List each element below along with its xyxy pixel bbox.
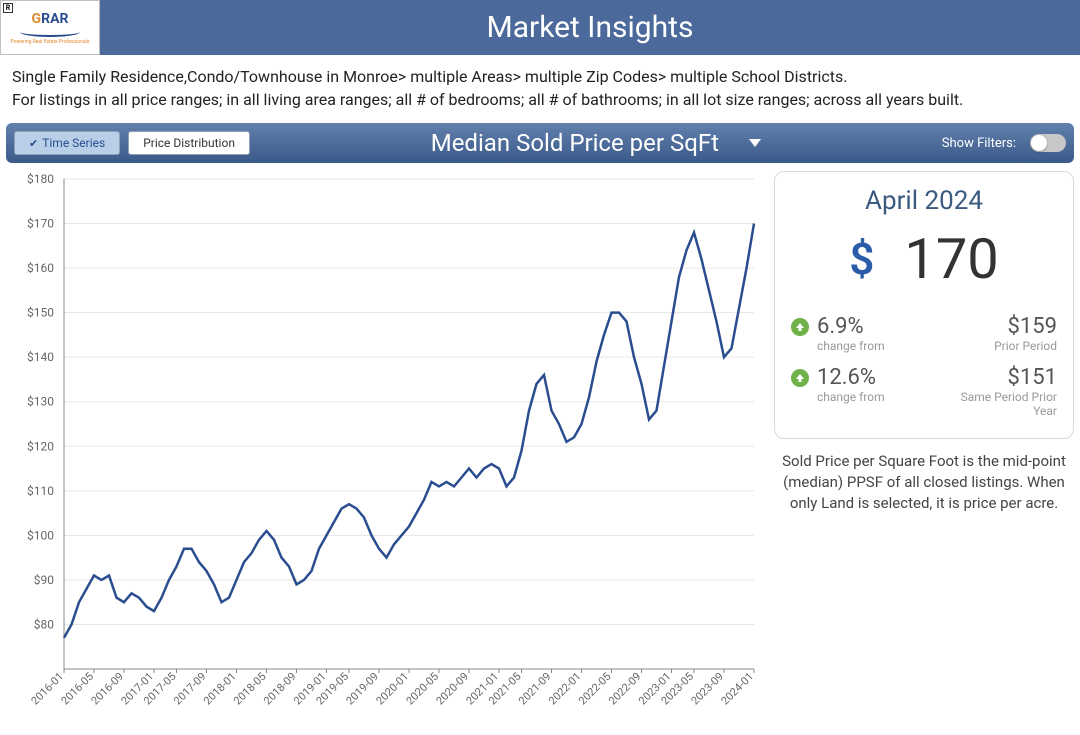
- svg-text:$90: $90: [34, 573, 54, 587]
- svg-text:$120: $120: [27, 439, 54, 453]
- change-percent: 12.6%: [817, 365, 939, 390]
- svg-text:2017-09: 2017-09: [171, 670, 209, 708]
- change-percent: 6.9%: [817, 314, 939, 339]
- svg-text:$100: $100: [27, 528, 54, 542]
- logo-swoosh-icon: [20, 27, 80, 37]
- svg-text:2019-09: 2019-09: [344, 670, 382, 708]
- summary-value-row: $ 170: [791, 226, 1057, 292]
- prior-year-value: $151: [947, 365, 1057, 390]
- svg-text:$80: $80: [34, 617, 54, 631]
- svg-text:2022-09: 2022-09: [606, 670, 644, 708]
- svg-text:2018-09: 2018-09: [261, 670, 299, 708]
- svg-text:2020-05: 2020-05: [404, 670, 442, 708]
- change-label: change from: [817, 390, 939, 404]
- svg-text:$180: $180: [27, 172, 54, 186]
- show-filters-toggle[interactable]: [1030, 134, 1066, 152]
- svg-text:$110: $110: [27, 484, 54, 498]
- toggle-knob: [1031, 135, 1047, 151]
- metric-title-text: Median Sold Price per SqFt: [431, 129, 719, 157]
- svg-text:2021-09: 2021-09: [516, 670, 554, 708]
- logo: R GRAR Powering Real Estate Professional…: [0, 0, 100, 55]
- change-label: change from: [817, 339, 939, 353]
- metric-selector[interactable]: Median Sold Price per SqFt: [258, 129, 934, 157]
- chevron-down-icon: [749, 139, 761, 147]
- svg-text:2024-01: 2024-01: [719, 670, 757, 708]
- chart-toolbar: ✔ Time Series Price Distribution Median …: [6, 123, 1074, 163]
- svg-text:2018-01: 2018-01: [201, 670, 239, 708]
- svg-text:$150: $150: [27, 306, 54, 320]
- tab-time-series[interactable]: ✔ Time Series: [14, 131, 120, 155]
- stat-row-prior-period: 6.9% change from $159 Prior Period: [791, 308, 1057, 359]
- footnote: Sold Price per Square Foot is the mid-po…: [774, 451, 1074, 514]
- show-filters-label: Show Filters:: [942, 136, 1016, 151]
- filter-description: Single Family Residence,Condo/Townhouse …: [0, 55, 1080, 121]
- arrow-up-icon: [791, 318, 809, 336]
- svg-text:2020-01: 2020-01: [374, 670, 412, 708]
- svg-text:$140: $140: [27, 350, 54, 364]
- summary-card: April 2024 $ 170 6.9% change from $159 P…: [774, 171, 1074, 439]
- currency-symbol: $: [849, 233, 874, 285]
- summary-period: April 2024: [791, 186, 1057, 216]
- desc-line-2: For listings in all price ranges; in all…: [12, 90, 1068, 109]
- tab-label: Price Distribution: [143, 136, 235, 150]
- svg-text:2016-09: 2016-09: [89, 670, 127, 708]
- desc-line-1: Single Family Residence,Condo/Townhouse …: [12, 67, 1068, 86]
- tab-label: Time Series: [42, 136, 105, 150]
- svg-text:$170: $170: [27, 217, 54, 231]
- prior-value-label: Prior Period: [947, 339, 1057, 353]
- stat-row-prior-year: 12.6% change from $151 Same Period Prior…: [791, 359, 1057, 424]
- realtor-mark-icon: R: [3, 3, 13, 13]
- side-panel: April 2024 $ 170 6.9% change from $159 P…: [774, 171, 1074, 731]
- svg-text:2022-01: 2022-01: [546, 670, 584, 708]
- svg-text:2016-01: 2016-01: [29, 670, 67, 708]
- arrow-up-icon: [791, 369, 809, 387]
- prior-value: $159: [947, 314, 1057, 339]
- content-area: $80 $90 $100 $110 $120 $130 $140 $150 $160 $170 $1…: [0, 165, 1080, 731]
- summary-value: 170: [904, 226, 998, 292]
- svg-text:2023-09: 2023-09: [689, 670, 727, 708]
- prior-year-value-label: Same Period Prior Year: [947, 390, 1057, 418]
- svg-text:2018-05: 2018-05: [231, 670, 269, 708]
- svg-text:$130: $130: [27, 395, 54, 409]
- logo-brand: GRAR: [32, 11, 69, 27]
- svg-text:2020-09: 2020-09: [434, 670, 472, 708]
- chart-svg: $80 $90 $100 $110 $120 $130 $140 $150 $160 $170 $1…: [6, 171, 766, 731]
- header: R GRAR Powering Real Estate Professional…: [0, 0, 1080, 55]
- svg-text:2022-05: 2022-05: [576, 670, 614, 708]
- logo-tagline: Powering Real Estate Professionals: [11, 39, 90, 45]
- page-title: Market Insights: [100, 0, 1080, 55]
- tab-price-distribution[interactable]: Price Distribution: [128, 131, 250, 155]
- svg-text:$160: $160: [27, 261, 54, 275]
- check-icon: ✔: [29, 137, 38, 150]
- line-chart: $80 $90 $100 $110 $120 $130 $140 $150 $160 $170 $1…: [6, 171, 766, 731]
- svg-text:2016-05: 2016-05: [59, 670, 97, 708]
